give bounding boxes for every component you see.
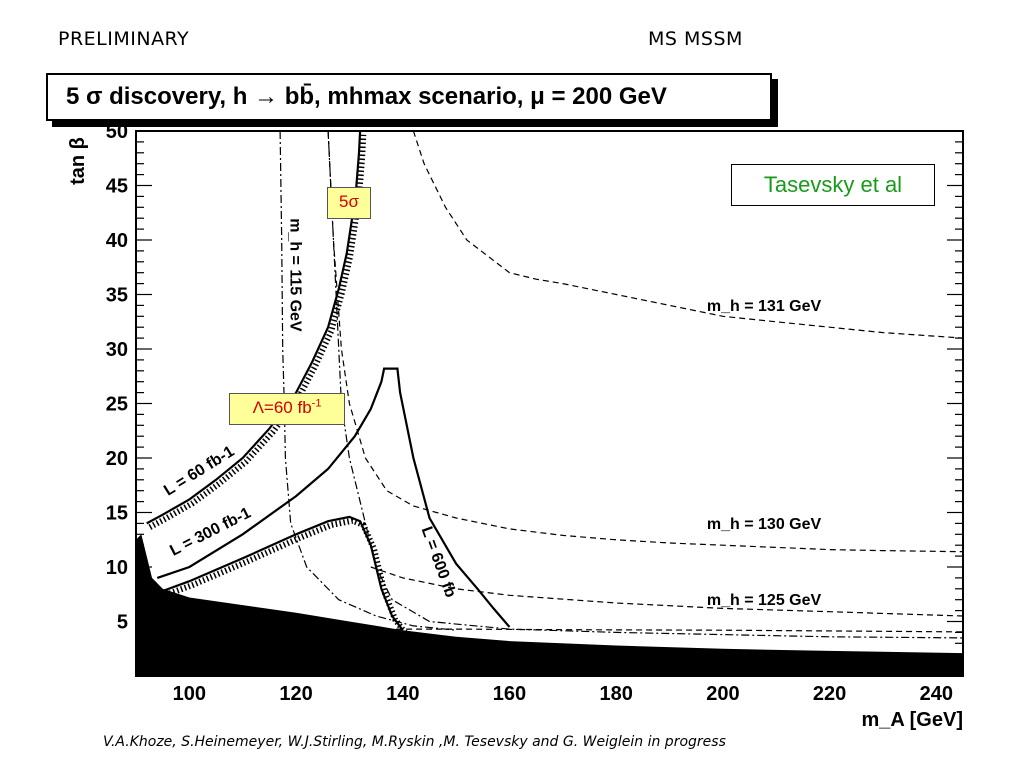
x-tick-label: 200	[706, 683, 739, 705]
y-tick-label: 50	[106, 121, 128, 143]
preliminary-label: PRELIMINARY	[58, 28, 190, 50]
y-tick-label: 20	[106, 448, 128, 470]
author-tag: Tasevsky et al	[731, 164, 935, 206]
y-tick-label: 40	[106, 230, 128, 252]
curve-label-5: m_h = 131 GeV	[707, 298, 822, 315]
x-tick-label: 220	[813, 683, 846, 705]
series-line-2	[156, 367, 511, 628]
y-tick-label: 45	[106, 176, 128, 198]
series-line-9	[412, 130, 964, 339]
footer-credits: V.A.Khoze, S.Heinemeyer, W.J.Stirling, M…	[103, 734, 726, 750]
x-tick-label: 180	[600, 683, 633, 705]
series-line-5	[327, 130, 964, 639]
title-box: 5 σ discovery, h → bb̄, mhmax scenario, …	[46, 73, 772, 121]
model-label: MS MSSM	[648, 28, 743, 50]
excluded-region	[136, 534, 963, 676]
lumi-annotation: Λ=60 fb-1	[229, 393, 345, 425]
curve-label-3: L = 600 fb	[418, 524, 459, 600]
x-axis-label: m_A [GeV]	[861, 709, 963, 731]
series-line-4	[279, 130, 457, 631]
series-hatch-3	[164, 517, 409, 636]
five-sigma-annotation: 5σ	[327, 187, 371, 219]
y-axis-label: tan β	[67, 137, 89, 185]
x-tick-label: 160	[493, 683, 526, 705]
x-tick-label: 140	[386, 683, 419, 705]
series-line-8	[327, 130, 964, 553]
curve-label-4: m_h = 115 GeV	[287, 218, 304, 332]
y-tick-label: 25	[106, 394, 128, 416]
x-tick-label: 240	[920, 683, 953, 705]
chart-title: 5 σ discovery, h → bb̄, mhmax scenario, …	[66, 83, 667, 110]
y-tick-label: 35	[106, 285, 128, 307]
x-tick-label: 100	[173, 683, 206, 705]
series-line-7	[296, 628, 964, 633]
curve-label-2: L = 300 fb-1	[167, 504, 253, 559]
y-tick-label: 5	[117, 612, 128, 634]
curve-label-6: m_h = 130 GeV	[707, 516, 822, 533]
y-tick-label: 15	[106, 503, 128, 525]
lumi-annotation-text: Λ=60 fb	[252, 398, 312, 417]
curve-label-7: m_h = 125 GeV	[707, 592, 822, 609]
y-tick-label: 30	[106, 339, 128, 361]
lumi-annotation-exponent: -1	[311, 397, 322, 410]
x-tick-label: 120	[279, 683, 312, 705]
series-line-6	[370, 566, 964, 617]
y-tick-label: 10	[106, 557, 128, 579]
